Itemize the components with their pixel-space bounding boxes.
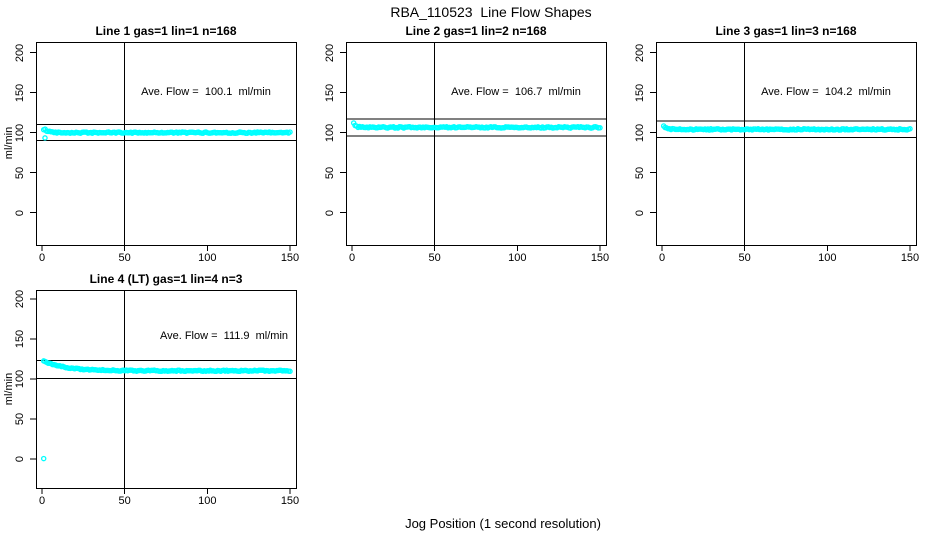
x-tick-label: 50 [118,495,131,507]
x-tick-label: 150 [900,252,920,264]
panel-2-points [350,120,603,131]
panel-3-annotation: Ave. Flow = 104.2 ml/min [761,86,891,98]
y-tick-label: 0 [634,209,646,216]
panel-2-box [346,42,607,246]
y-tick-label: 150 [634,83,646,102]
x-tick-label: 100 [198,252,217,264]
y-tick-label: 50 [634,166,646,179]
panel-1-annotation: Ave. Flow = 100.1 ml/min [141,86,271,98]
x-tick-label: 0 [348,252,356,264]
panel-2-plot-area [340,42,607,251]
y-tick-label: 0 [324,209,336,216]
panel-4-points [40,358,293,462]
panel-2-title: Line 2 gas=1 lin=2 n=168 [405,24,547,38]
panel-4-plot-area [30,290,297,494]
y-tick-label: 50 [14,166,26,179]
x-tick-label: 150 [590,252,610,264]
panel-3-box [656,42,917,246]
y-tick-label: 200 [14,289,26,309]
x-tick-label: 150 [280,252,300,264]
y-tick-label: 150 [14,329,26,349]
y-tick-label: 50 [324,166,336,179]
y-tick-label: 150 [14,83,26,102]
x-axis-label: Jog Position (1 second resolution) [405,516,601,531]
panel-3-points [660,123,913,133]
x-tick-label: 100 [198,495,217,507]
x-tick-label: 0 [38,252,46,264]
x-tick-label: 0 [658,252,666,264]
x-tick-label: 50 [428,252,441,264]
x-tick-label: 50 [738,252,751,264]
panel-4-annotation: Ave. Flow = 111.9 ml/min [159,330,289,342]
y-tick-label: 100 [634,123,646,142]
x-tick-label: 150 [280,495,300,507]
panel-2-annotation: Ave. Flow = 106.7 ml/min [451,86,581,98]
y-tick-label: 100 [14,123,26,142]
panel-3-title: Line 3 gas=1 lin=3 n=168 [715,24,857,38]
x-tick-label: 100 [508,252,527,264]
panel-1-plot-area [30,42,297,251]
panel-3-plot-area [650,42,917,251]
panel-4-title: Line 4 (LT) gas=1 lin=4 n=3 [89,272,243,286]
y-tick-label: 50 [14,412,26,426]
y-tick-label: 200 [634,43,646,62]
y-tick-label: 0 [14,455,26,463]
main-title: RBA_110523 Line Flow Shapes [390,4,592,20]
x-tick-label: 100 [818,252,837,264]
x-tick-label: 0 [38,495,46,507]
y-tick-label: 150 [324,83,336,102]
x-tick-label: 50 [118,252,131,264]
y-tick-label: 0 [14,209,26,216]
y-tick-label: 200 [324,43,336,62]
panel-4-box [36,290,297,489]
panel-1-title: Line 1 gas=1 lin=1 n=168 [95,24,237,38]
panel-1-points [40,126,293,141]
y-tick-label: 100 [324,123,336,142]
panel-1-box [36,42,297,246]
y-tick-label: 100 [14,369,26,389]
y-tick-label: 200 [14,43,26,62]
